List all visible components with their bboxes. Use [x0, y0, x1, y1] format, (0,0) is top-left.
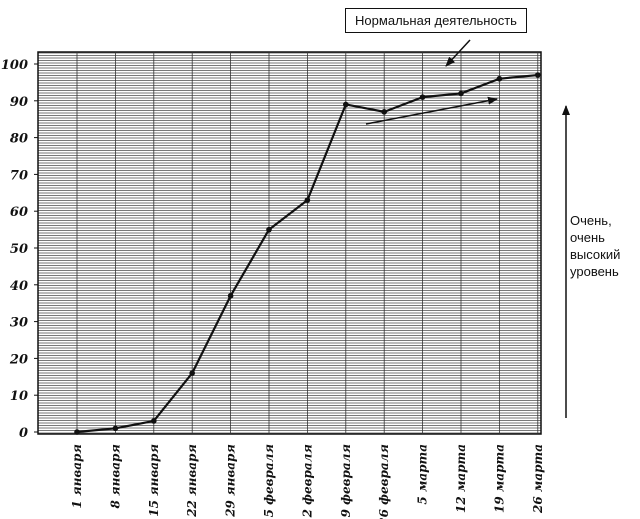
x-tick-label: 8 января [108, 444, 122, 508]
data-point [266, 226, 272, 233]
data-point [496, 75, 503, 82]
y-tick-label: 50 [10, 242, 28, 257]
side-note: Очень, очень высокий уровень [570, 212, 632, 280]
x-tick-labels: 1 января 8 января 15 января 22 января 29 янв… [70, 444, 545, 519]
y-tick-label: 10 [10, 389, 28, 404]
x-tick-label: 19 марта [492, 444, 506, 513]
x-tick-label: 26 февраля [377, 444, 391, 519]
y-tick-label: 20 [9, 352, 28, 367]
y-tick-label: 30 [10, 316, 28, 331]
data-point [458, 90, 464, 97]
plot-area [37, 51, 542, 435]
y-tick-label: 80 [10, 132, 28, 147]
data-point [535, 72, 541, 78]
data-point [304, 197, 311, 203]
data-point [151, 418, 157, 424]
y-tick-label: 0 [19, 426, 28, 441]
x-tick-label: 19 февраля [339, 444, 353, 519]
y-tick-label: 60 [10, 205, 28, 220]
y-tick-label: 40 [10, 279, 28, 294]
x-tick-label: 26 марта [531, 444, 545, 514]
x-tick-label: 22 января [185, 444, 199, 518]
data-point [74, 429, 80, 435]
legend-pointer-arrow [445, 39, 471, 67]
data-point [227, 293, 234, 299]
data-point [381, 109, 388, 115]
x-tick-label: 15 января [147, 444, 161, 517]
x-tick-label: 12 февраля [300, 444, 314, 519]
x-tick-label: 5 марта [416, 444, 430, 505]
x-tick-label: 12 марта [454, 444, 468, 513]
x-tick-label: 5 февраля [262, 444, 276, 517]
side-note-line: уровень [570, 264, 619, 279]
y-tick-label: 100 [1, 58, 28, 73]
data-series [74, 72, 541, 435]
y-tick-labels: 0 10 20 30 40 50 60 70 80 90 100 [1, 58, 38, 441]
data-point [343, 101, 349, 108]
trend-arrow [365, 96, 498, 125]
x-tick-label: 29 января [224, 444, 238, 518]
vertical-gridlines [76, 52, 539, 434]
y-tick-label: 90 [10, 95, 28, 110]
data-point [419, 94, 426, 100]
legend-label: Нормальная деятельность [345, 8, 527, 33]
side-note-line: высокий [570, 247, 621, 262]
x-tick-label: 1 января [70, 444, 84, 508]
side-note-line: Очень, [570, 213, 612, 228]
side-note-line: очень [570, 230, 605, 245]
data-point [189, 370, 195, 376]
annotation-arrows [365, 39, 570, 418]
y-tick-label: 70 [10, 168, 28, 183]
data-point [112, 425, 119, 432]
